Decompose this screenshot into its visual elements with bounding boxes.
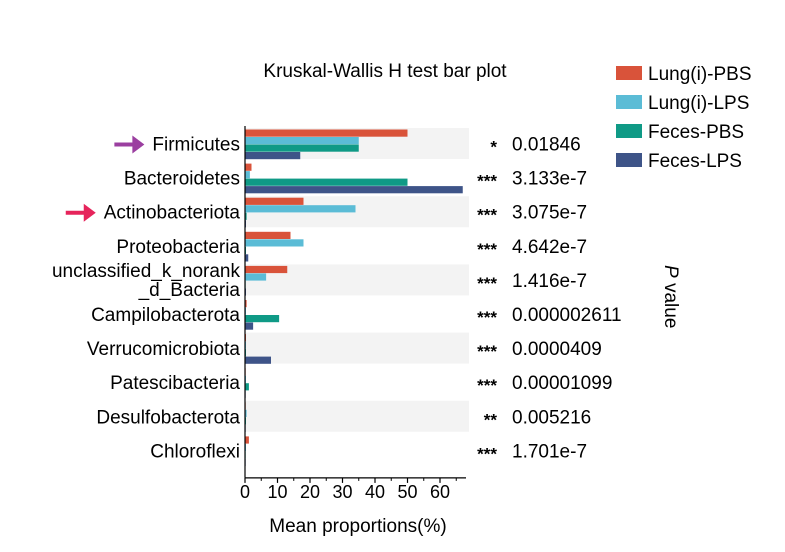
bar-lung-i-pbs-campilobacterota (245, 300, 247, 308)
bar-feces-pbs-campilobacterota (245, 315, 280, 323)
bar-feces-pbs-bacteroidetes (245, 178, 408, 186)
bar-feces-lps-firmicutes (245, 152, 301, 160)
legend-swatch-feces-pbs (616, 124, 642, 138)
bars-group (245, 129, 463, 467)
p-value-bacteroidetes: 3.133e-7 (512, 169, 587, 190)
bar-feces-lps-verrucomicrobiota (245, 356, 271, 364)
significance-firmicutes: * (490, 138, 497, 157)
bar-lung-i-pbs-actinobacteriota (245, 197, 304, 205)
legend-swatch-lung-i-lps (616, 95, 642, 109)
p-value-verrucomicrobiota: 0.0000409 (512, 339, 602, 360)
category-label-verrucomicrobiota: Verrucomicrobiota (87, 339, 241, 360)
significance-verrucomicrobiota: *** (477, 342, 497, 361)
p-value-firmicutes: 0.01846 (512, 135, 581, 156)
category-label-chloroflexi: Chloroflexi (150, 441, 240, 462)
bar-lung-i-lps-proteobacteria (245, 239, 304, 247)
significance-campilobacterota: *** (477, 308, 497, 327)
bar-feces-lps-bacteroidetes (245, 186, 463, 194)
arrow-icon-firmicutes (114, 135, 145, 154)
row-band-desulfobacterota (245, 400, 469, 432)
legend-swatch-feces-lps (616, 153, 642, 167)
p-value-axis-title-p: P (660, 265, 681, 278)
bar-lung-i-lps-firmicutes (245, 137, 359, 145)
bar-lung-i-pbs-proteobacteria (245, 231, 291, 239)
p-value-desulfobacterota: 0.005216 (512, 407, 591, 428)
category-label-patescibacteria: Patescibacteria (110, 373, 240, 394)
bar-lung-i-lps-desulfobacterota (245, 409, 247, 417)
bar-lung-i-lps-actinobacteriota (245, 205, 356, 213)
x-axis-label: Mean proportions(%) (269, 516, 446, 537)
x-tick-label-60: 60 (430, 482, 450, 502)
category-label-actinobacteriota: Actinobacteriota (104, 203, 241, 224)
legend-swatch-lung-i-pbs (616, 66, 642, 80)
bar-feces-lps-proteobacteria (245, 254, 249, 262)
x-tick-label-0: 0 (240, 482, 250, 502)
category-label-proteobacteria: Proteobacteria (116, 237, 240, 258)
significance-bacteroidetes: *** (477, 172, 497, 191)
p-value-patescibacteria: 0.00001099 (512, 373, 612, 394)
p-value-chloroflexi: 1.701e-7 (512, 441, 587, 462)
significance-chloroflexi: *** (477, 444, 497, 463)
bar-lung-i-pbs-unclassified-k-norank-d-bacteria (245, 265, 288, 274)
x-tick-label-10: 10 (267, 482, 287, 502)
x-tick-label-40: 40 (365, 482, 385, 502)
legend-label-lung-i-pbs: Lung(i)-PBS (648, 64, 752, 85)
category-labels: Firmicutes Bacteroidetes Actinobacteriota P… (52, 135, 241, 463)
arrow-icon-actinobacteriota (65, 203, 96, 222)
x-tick-label-50: 50 (397, 482, 417, 502)
category-label-unclassified-k-norank-d-bacteria-line-1: unclassified_k_norank (52, 261, 241, 282)
significance-unclassified-k-norank-d-bacteria: *** (477, 274, 497, 293)
legend-label-lung-i-lps: Lung(i)-LPS (648, 93, 749, 114)
bar-lung-i-lps-bacteroidetes (245, 171, 250, 179)
legend-label-feces-lps: Feces-LPS (648, 151, 742, 172)
bar-feces-pbs-firmicutes (245, 144, 359, 152)
legend-label-feces-pbs: Feces-PBS (648, 122, 744, 143)
x-tick-label-30: 30 (332, 482, 352, 502)
legend: Lung(i)-PBS Lung(i)-LPS Feces-PBS Feces-LPS (616, 64, 752, 172)
bar-feces-pbs-patescibacteria (245, 383, 249, 391)
p-value-axis-label: P value (660, 265, 681, 328)
significance-patescibacteria: *** (477, 376, 497, 395)
significance-actinobacteriota: *** (477, 206, 497, 225)
p-value-axis-title-rest: value (660, 278, 681, 329)
bar-lung-i-lps-unclassified-k-norank-d-bacteria (245, 273, 267, 281)
chart-title: Kruskal-Wallis H test bar plot (263, 61, 507, 82)
p-value-axis-title: P value (660, 265, 681, 328)
row-bands (245, 128, 469, 432)
category-label-unclassified-k-norank-d-bacteria-line-2: _d_Bacteria (138, 280, 241, 301)
bar-feces-lps-campilobacterota (245, 322, 254, 330)
significance-proteobacteria: *** (477, 240, 497, 259)
p-value-column: * 0.01846 *** 3.133e-7 *** 3.075e-7 *** 4.642e-… (477, 135, 621, 464)
category-label-bacteroidetes: Bacteroidetes (124, 169, 240, 190)
bar-lung-i-pbs-bacteroidetes (245, 163, 252, 171)
category-label-firmicutes: Firmicutes (152, 135, 240, 156)
category-label-campilobacterota: Campilobacterota (91, 305, 240, 326)
p-value-campilobacterota: 0.000002611 (512, 305, 622, 326)
bar-feces-pbs-actinobacteriota (245, 212, 247, 220)
x-axis: 0 10 20 30 40 50 60 (240, 126, 466, 502)
category-arrows (65, 135, 145, 222)
p-value-unclassified-k-norank-d-bacteria: 1.416e-7 (512, 271, 587, 292)
bar-lung-i-pbs-firmicutes (245, 129, 408, 137)
p-value-actinobacteriota: 3.075e-7 (512, 203, 587, 224)
row-band-verrucomicrobiota (245, 332, 469, 364)
bar-lung-i-pbs-chloroflexi (245, 436, 249, 444)
category-label-desulfobacterota: Desulfobacterota (96, 407, 240, 428)
significance-desulfobacterota: ** (484, 410, 498, 429)
x-tick-label-20: 20 (300, 482, 320, 502)
p-value-proteobacteria: 4.642e-7 (512, 237, 587, 258)
